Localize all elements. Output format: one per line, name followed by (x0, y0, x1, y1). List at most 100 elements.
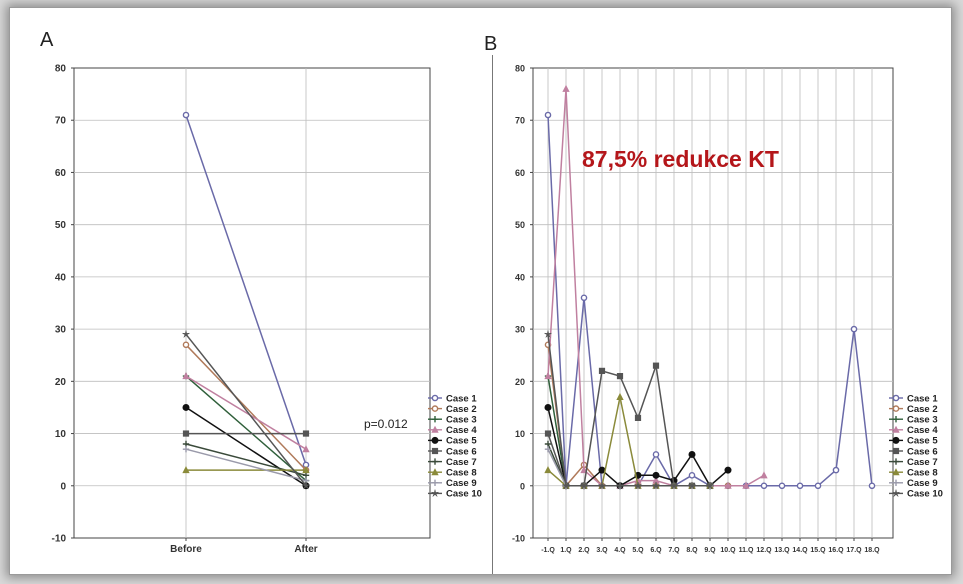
y-tick-label: 10 (55, 429, 67, 440)
legend-item: Case 8 (428, 468, 477, 479)
data-point (544, 111, 552, 119)
y-tick-label: -10 (52, 534, 67, 545)
data-point (562, 481, 570, 490)
panel-label: A (40, 29, 54, 51)
y-tick-label: 10 (515, 429, 525, 439)
x-tick-label: 13.Q (774, 547, 790, 554)
legend-marker (892, 447, 900, 455)
panel-divider (492, 55, 493, 574)
series-case-4 (182, 372, 310, 453)
legend-item: Case 1 (428, 393, 477, 404)
data-point (652, 451, 660, 458)
legend-item: Case 1 (889, 393, 938, 404)
data-point (760, 482, 768, 490)
legend-item: Case 9 (428, 478, 477, 489)
legend-label: Case 10 (446, 489, 482, 500)
panel-label: B (484, 33, 497, 55)
series-case-9 (182, 446, 310, 484)
x-tick-label: 2.Q (578, 547, 590, 554)
data-point (544, 466, 552, 474)
data-point (580, 466, 588, 474)
data-point (544, 430, 552, 437)
legend-label: Case 1 (446, 393, 477, 404)
legend-marker (431, 425, 439, 433)
x-tick-label: 14.Q (792, 547, 808, 554)
data-point (182, 330, 190, 338)
y-tick-label: 30 (55, 325, 67, 336)
x-tick-label: 5.Q (632, 547, 644, 554)
reduction-annotation: 87,5% redukce KT (582, 146, 779, 172)
data-point (182, 466, 190, 474)
legend-marker (892, 436, 900, 444)
data-point (580, 481, 588, 490)
data-point (616, 392, 624, 400)
data-point (634, 414, 642, 421)
data-point (302, 430, 310, 437)
y-tick-label: 50 (55, 220, 67, 231)
legend-label: Case 2 (907, 404, 938, 415)
legend-label: Case 5 (907, 436, 938, 447)
legend-item: Case 9 (889, 478, 938, 489)
legend-marker (892, 405, 900, 412)
y-tick-label: 0 (60, 481, 66, 492)
data-point (182, 430, 190, 437)
x-tick-label: Before (170, 544, 202, 555)
legend-label: Case 6 (907, 446, 938, 457)
data-point (182, 403, 190, 411)
legend-marker (431, 447, 439, 455)
legend-label: Case 5 (446, 436, 477, 447)
data-point (688, 450, 696, 458)
x-tick-label: 7.Q (668, 547, 680, 554)
legend-item: Case 6 (889, 446, 938, 457)
data-point (544, 446, 552, 453)
data-point (868, 482, 876, 490)
x-tick-label: -1.Q (541, 547, 555, 554)
y-tick-label: 20 (515, 377, 525, 387)
legend-marker (892, 425, 900, 433)
plot-area (73, 67, 431, 539)
data-point (670, 481, 678, 490)
data-point (634, 481, 642, 490)
legend-item: Case 5 (889, 436, 938, 447)
data-point (302, 445, 310, 453)
series-case-8 (182, 466, 310, 474)
legend-label: Case 7 (907, 457, 938, 468)
data-point (182, 446, 190, 453)
y-tick-label: -10 (512, 534, 525, 544)
data-point (580, 294, 588, 302)
legend-item: Case 4 (428, 425, 477, 436)
legend-marker (892, 468, 900, 476)
chart-panel-a: A -10 0 10 20 30 40 50 60 70 80 Before After p=0.012 C… (40, 29, 482, 555)
legend-marker (431, 468, 439, 476)
legend-item: Case 7 (428, 457, 477, 468)
legend-item: Case 7 (889, 457, 938, 468)
data-point (616, 481, 624, 490)
legend-item: Case 3 (889, 415, 938, 426)
legend-marker (431, 479, 439, 486)
x-tick-label: 18.Q (864, 547, 880, 554)
x-tick-label: 10.Q (720, 547, 736, 554)
y-tick-label: 80 (55, 64, 67, 75)
legend-item: Case 10 (428, 489, 482, 500)
legend-label: Case 3 (907, 415, 938, 426)
y-tick-label: 40 (515, 272, 525, 282)
data-point (182, 372, 190, 380)
data-point (778, 482, 786, 490)
p-value-annotation: p=0.012 (364, 417, 408, 431)
legend-item: Case 4 (889, 425, 938, 436)
data-point (796, 482, 804, 490)
series-line (185, 375, 307, 450)
legend-label: Case 9 (907, 478, 938, 489)
data-point (544, 330, 552, 338)
data-point (814, 482, 822, 490)
data-point (182, 111, 190, 119)
legend-label: Case 8 (446, 468, 477, 479)
data-point (302, 481, 310, 490)
data-point (182, 341, 190, 349)
x-tick-label: 11.Q (739, 547, 754, 554)
data-point (652, 471, 660, 479)
y-tick-label: 40 (55, 272, 67, 283)
